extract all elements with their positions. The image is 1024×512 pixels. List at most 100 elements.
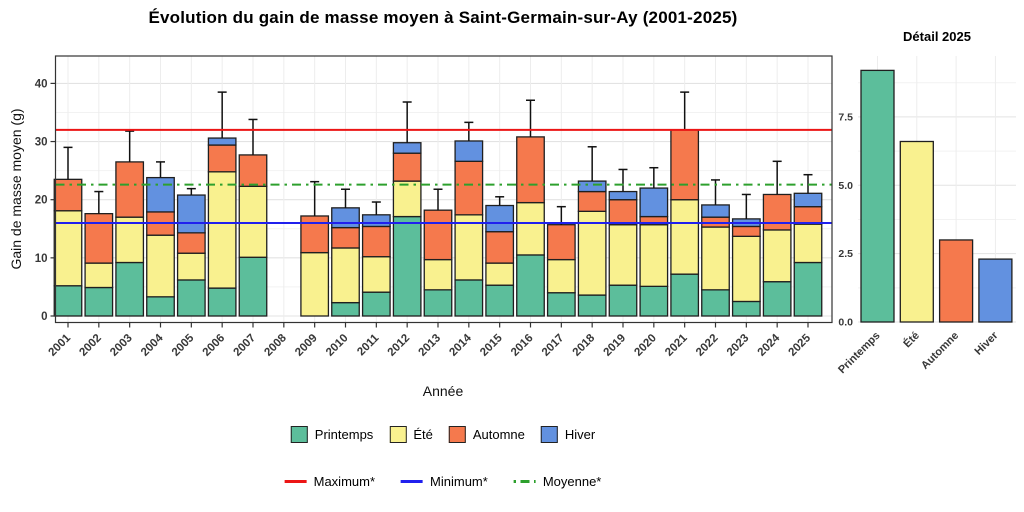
bar-2012-printemps — [392, 215, 422, 317]
x-tick-label: 2019 — [602, 332, 629, 359]
legend-item-moyenne: Moyenne* — [513, 474, 602, 489]
bar-2020-été — [639, 224, 669, 287]
bar-2023-printemps — [731, 300, 761, 317]
bar-2016-automne — [516, 136, 545, 204]
bar-2023-été — [731, 235, 761, 303]
bar-2020-printemps — [639, 285, 669, 317]
x-tick-label: 2021 — [663, 332, 690, 359]
bar-2004-été — [146, 234, 175, 298]
y-axis-label: Gain de masse moyen (g) — [8, 108, 24, 270]
bar-2013-automne — [423, 209, 453, 261]
bar-2019-hiver — [608, 190, 638, 201]
bar-2012-été — [392, 180, 422, 218]
bar-2006-printemps — [207, 287, 237, 317]
legend-item-minimum: Minimum* — [401, 474, 488, 489]
bar-2011-hiver — [361, 214, 391, 228]
bar-2021-été — [670, 199, 700, 275]
bar-2023-automne — [731, 225, 761, 237]
legend-label-hiver: Hiver — [564, 427, 596, 442]
bar-2017-été — [546, 258, 576, 294]
bar-2013-printemps — [423, 289, 453, 317]
bar-2025-été — [793, 223, 823, 264]
detail-bar-hiver — [978, 258, 1013, 323]
x-tick-label: 2006 — [201, 332, 228, 359]
bar-2016-été — [516, 201, 545, 256]
main-panel-border — [54, 55, 833, 324]
detail-bar-printemps — [860, 69, 895, 323]
bar-2006-hiver — [207, 137, 237, 146]
x-tick-label: 2002 — [77, 332, 104, 359]
detail-chart-title: Détail 2025 — [903, 29, 971, 44]
bar-2015-automne — [485, 231, 515, 264]
y-tick-label: 20 — [35, 195, 48, 207]
bar-2012-hiver — [392, 142, 422, 154]
legend-label-minimum: Minimum* — [430, 474, 488, 489]
x-tick-label: 2004 — [139, 332, 166, 359]
bar-2025-printemps — [793, 261, 823, 317]
bar-2003-printemps — [115, 261, 145, 317]
bar-2020-hiver — [639, 187, 669, 218]
bar-2022-printemps — [701, 289, 730, 317]
bar-2003-été — [115, 216, 145, 264]
bar-2022-hiver — [701, 204, 730, 218]
x-tick-label: 2014 — [447, 332, 474, 359]
detail-y-tick-label: 7.5 — [838, 111, 853, 123]
detail-y-tick-label: 0.0 — [838, 317, 853, 329]
x-axis-label: Année — [422, 383, 464, 399]
bar-2024-printemps — [762, 281, 792, 317]
chart-title: Évolution du gain de masse moyen à Saint… — [148, 8, 738, 27]
bar-2019-printemps — [608, 284, 638, 317]
legend-label-moyenne: Moyenne* — [542, 474, 602, 489]
legend-item-maximum: Maximum* — [284, 474, 376, 489]
detail-y-tick-label: 2.5 — [838, 248, 853, 260]
bar-2024-automne — [762, 193, 792, 231]
legend-reference-lines: Maximum* Minimum* Moyenne* — [284, 474, 602, 489]
x-tick-label: 2012 — [386, 332, 413, 359]
bar-2021-printemps — [670, 273, 700, 317]
legend-seasons: Printemps Été Automne Hiver — [290, 426, 596, 443]
moyenne-line-icon — [513, 480, 536, 483]
y-tick-label: 40 — [35, 78, 48, 90]
maximum-line-icon — [284, 480, 307, 483]
bar-2019-automne — [608, 199, 638, 226]
x-tick-label: 2010 — [324, 332, 351, 359]
x-tick-label: 2017 — [540, 332, 567, 359]
detail-x-tick-label: Printemps — [836, 330, 883, 377]
bar-2010-printemps — [331, 301, 360, 317]
bar-2015-printemps — [485, 284, 515, 317]
legend-label-printemps: Printemps — [314, 427, 374, 442]
bar-2005-printemps — [176, 279, 206, 317]
detail-x-tick-label: Hiver — [973, 329, 1001, 357]
legend-label-automne: Automne — [472, 427, 525, 442]
bar-2025-automne — [793, 206, 823, 225]
bar-2007-automne — [238, 154, 268, 187]
legend-label-maximum: Maximum* — [313, 474, 376, 489]
bar-2006-automne — [207, 144, 237, 173]
y-tick-label: 0 — [41, 311, 47, 323]
bar-2018-printemps — [577, 294, 607, 317]
x-tick-label: 2007 — [232, 332, 259, 359]
x-tick-label: 2008 — [262, 332, 289, 359]
bar-2010-hiver — [331, 207, 360, 229]
bar-2002-été — [84, 262, 114, 289]
bar-2016-printemps — [516, 254, 545, 317]
bar-2011-été — [361, 256, 391, 293]
y-tick-label: 10 — [35, 253, 48, 265]
bar-2010-été — [331, 247, 360, 304]
automne-swatch-icon — [448, 426, 466, 443]
bar-2014-printemps — [454, 279, 484, 317]
bar-2003-automne — [115, 161, 145, 218]
detail-y-tick-label: 5.0 — [838, 180, 853, 192]
x-tick-label: 2025 — [787, 332, 814, 359]
bar-2014-été — [454, 214, 484, 281]
x-tick-label: 2016 — [509, 332, 536, 359]
bar-2005-hiver — [176, 194, 206, 234]
bar-2014-hiver — [454, 140, 484, 162]
detail-x-tick-label: Automne — [919, 330, 961, 372]
bar-2002-automne — [84, 213, 114, 264]
bar-2009-automne — [300, 215, 330, 254]
bar-2013-été — [423, 258, 453, 291]
x-tick-label: 2022 — [694, 332, 721, 359]
bar-2018-automne — [577, 190, 607, 212]
bar-2014-automne — [454, 160, 484, 216]
